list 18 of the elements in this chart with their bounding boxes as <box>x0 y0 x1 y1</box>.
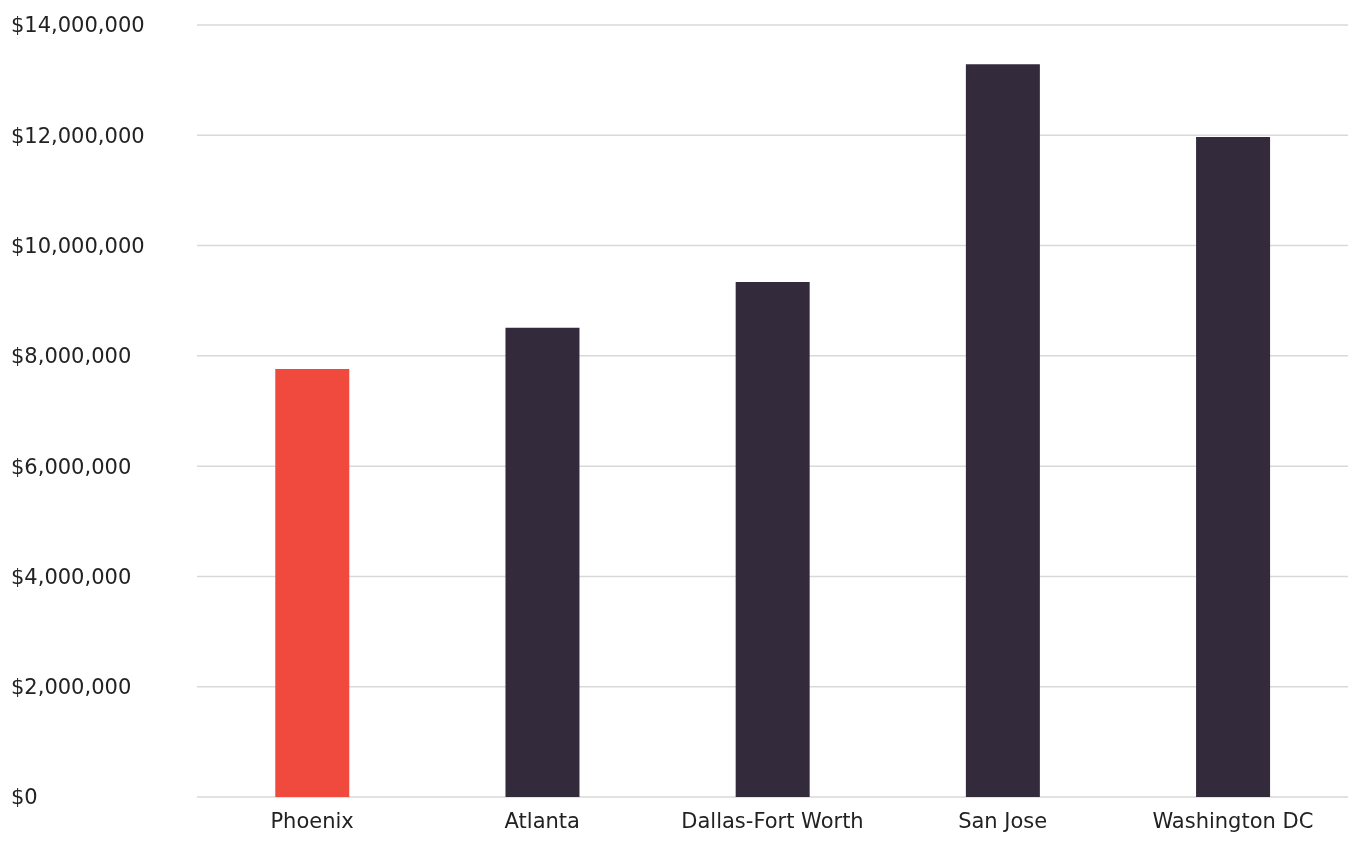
bar <box>1196 136 1271 797</box>
y-tick-label: $8,000,000 <box>11 344 132 369</box>
x-tick-label: Dallas-Fort Worth <box>681 808 864 833</box>
y-tick-label: $10,000,000 <box>11 234 145 259</box>
bar <box>505 327 580 797</box>
bar <box>275 369 350 797</box>
y-tick-label: $2,000,000 <box>11 675 132 700</box>
x-tick-label: San Jose <box>958 808 1048 833</box>
y-tick-label: $4,000,000 <box>11 564 132 589</box>
x-tick-label: Atlanta <box>504 808 580 833</box>
y-tick-label: $0 <box>11 785 38 810</box>
y-tick-label: $12,000,000 <box>11 123 145 148</box>
bar <box>735 281 810 797</box>
bar <box>965 64 1040 797</box>
y-tick-label: $6,000,000 <box>11 454 132 479</box>
x-tick-label: Washington DC <box>1152 808 1314 833</box>
y-tick-label: $14,000,000 <box>11 13 145 38</box>
x-tick-label: Phoenix <box>270 808 354 833</box>
